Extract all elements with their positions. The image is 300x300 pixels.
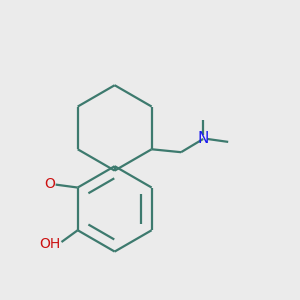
Text: N: N <box>197 131 209 146</box>
Text: OH: OH <box>39 237 61 251</box>
Text: O: O <box>44 177 55 191</box>
